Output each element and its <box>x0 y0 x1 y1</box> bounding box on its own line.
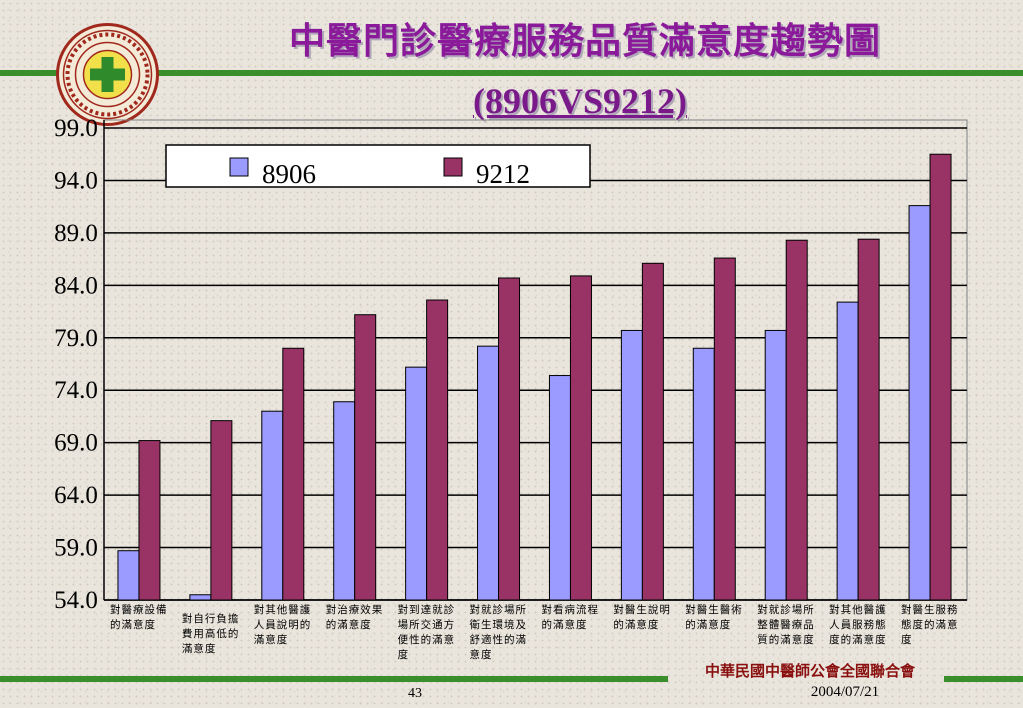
legend-swatch-9212 <box>443 157 463 177</box>
y-tick-label: 69.0 <box>54 430 98 457</box>
bar-9212 <box>282 347 305 601</box>
association-seal-logo <box>56 23 159 126</box>
x-tick-label: 對就診場所衛生環境及舒適性的滿意度 <box>469 604 528 661</box>
bar-9212 <box>857 238 880 601</box>
x-tick-label: 對醫生服務態度的滿意度 <box>901 604 959 646</box>
y-tick-label: 64.0 <box>54 482 98 509</box>
x-tick-label: 對就診場所整體醫療品質的滿意度 <box>757 604 815 646</box>
organization-name: 中華民國中醫師公會全國聯合會 <box>704 662 915 680</box>
x-tick-label: 對自行負擔費用高低的滿意度 <box>181 613 240 655</box>
x-tick-label: 對其他醫護人員說明的滿意度 <box>253 604 312 646</box>
bar-8906 <box>836 301 859 601</box>
x-tick-label: 對其他醫護人員服務態度的滿意度 <box>829 604 887 646</box>
bar-8906 <box>261 410 284 601</box>
page-number: 43 <box>408 686 422 701</box>
x-tick-label: 對醫療設備的滿意度 <box>109 604 168 631</box>
bar-8906 <box>405 366 428 601</box>
x-tick-label: 對醫生醫術的滿意度 <box>685 604 743 631</box>
bar-9212 <box>785 239 808 601</box>
y-tick-label: 79.0 <box>54 325 98 352</box>
y-tick-label: 59.0 <box>54 535 98 562</box>
y-tick-label: 99.0 <box>54 115 98 142</box>
y-tick-label: 89.0 <box>54 220 98 247</box>
bar-9212 <box>641 262 664 601</box>
y-tick-label: 54.0 <box>54 587 98 614</box>
legend-label-8906: 8906 <box>262 159 316 189</box>
bar-8906 <box>764 329 787 601</box>
y-tick-label: 94.0 <box>54 167 98 194</box>
bar-9212 <box>713 257 736 601</box>
slide-subtitle: (8906VS9212) <box>473 81 687 121</box>
slide-title: 中醫門診醫療服務品質滿意度趨勢圖 <box>288 20 881 62</box>
slide-date: 2004/07/21 <box>810 684 880 700</box>
y-tick-label: 84.0 <box>54 272 98 299</box>
bar-9212 <box>426 299 449 601</box>
bar-9212 <box>354 314 377 601</box>
bar-8906 <box>908 205 931 601</box>
bar-8906 <box>548 375 571 601</box>
top-divider-line <box>0 70 1023 76</box>
bar-8906 <box>692 347 715 601</box>
bar-8906 <box>117 550 140 601</box>
legend-label-9212: 9212 <box>476 159 530 189</box>
bar-8906 <box>333 401 356 601</box>
bar-9212 <box>210 420 233 601</box>
x-tick-label: 對醫生說明的滿意度 <box>613 604 671 631</box>
y-tick-label: 74.0 <box>54 377 98 404</box>
legend-swatch-8906 <box>229 157 249 177</box>
bar-9212 <box>569 275 592 601</box>
bottom-divider-line-left <box>0 676 668 682</box>
x-tick-label: 對到達就診場所交通方便性的滿意度 <box>397 604 456 661</box>
bar-8906 <box>189 594 212 601</box>
bar-8906 <box>620 329 643 601</box>
bottom-divider-line-right <box>944 676 1023 682</box>
bar-9212 <box>929 153 952 601</box>
bar-9212 <box>498 277 521 601</box>
bar-9212 <box>138 440 161 601</box>
x-tick-label: 對治療效果的滿意度 <box>325 604 384 631</box>
x-tick-label: 對看病流程的滿意度 <box>541 604 599 631</box>
bar-8906 <box>477 345 500 601</box>
